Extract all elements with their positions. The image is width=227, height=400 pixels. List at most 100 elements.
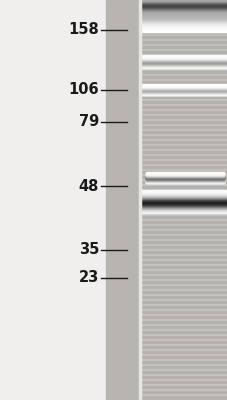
Bar	[141, 249, 227, 255]
Bar	[141, 56, 227, 57]
Bar	[141, 14, 227, 15]
Bar	[141, 20, 227, 22]
Bar	[141, 201, 227, 202]
Text: 106: 106	[68, 82, 99, 98]
Bar	[141, 90, 227, 91]
Bar	[141, 67, 227, 68]
Bar	[141, 91, 227, 92]
Bar	[141, 65, 227, 66]
Bar	[141, 193, 227, 194]
Bar	[141, 86, 227, 87]
Bar	[141, 15, 227, 16]
Bar	[141, 88, 227, 89]
Bar	[141, 94, 227, 100]
Bar	[141, 379, 227, 385]
Bar	[141, 87, 227, 88]
Bar	[145, 174, 223, 175]
Bar	[141, 59, 227, 60]
Bar	[141, 94, 227, 95]
Bar	[141, 129, 227, 135]
Bar	[141, 5, 227, 6]
Bar	[141, 67, 227, 68]
Bar	[141, 284, 227, 290]
Bar	[141, 58, 227, 59]
Bar	[141, 65, 227, 66]
Bar	[141, 8, 227, 10]
Bar	[141, 21, 227, 22]
Bar	[141, 89, 227, 90]
Bar	[145, 180, 223, 181]
Bar	[141, 99, 227, 105]
Bar	[145, 175, 223, 176]
Bar	[141, 19, 227, 20]
Bar	[141, 21, 227, 22]
Bar	[141, 86, 227, 87]
Bar	[141, 26, 227, 28]
Bar	[141, 93, 227, 94]
Bar	[141, 61, 227, 62]
Bar	[145, 172, 223, 173]
Bar	[141, 87, 227, 88]
Bar	[141, 196, 227, 197]
Bar	[141, 9, 227, 10]
Bar	[141, 90, 227, 91]
Bar	[141, 16, 227, 17]
Bar	[141, 18, 227, 19]
Bar	[141, 324, 227, 330]
Bar	[141, 94, 227, 95]
Bar	[141, 194, 227, 196]
Bar	[141, 279, 227, 285]
Bar	[141, 189, 227, 195]
Bar	[141, 92, 227, 93]
Bar	[141, 29, 227, 30]
Bar	[141, 198, 227, 200]
Bar	[145, 181, 223, 182]
Bar	[141, 30, 227, 31]
Bar	[141, 15, 227, 16]
Bar	[141, 89, 227, 90]
Bar	[141, 87, 227, 88]
Bar	[141, 205, 227, 206]
Bar	[141, 205, 227, 206]
Bar	[141, 211, 227, 212]
Bar	[141, 364, 227, 370]
Bar	[141, 14, 227, 15]
Bar	[141, 57, 227, 58]
Bar	[141, 201, 227, 202]
Bar	[141, 3, 227, 4]
Bar	[141, 63, 227, 64]
Bar	[141, 211, 227, 212]
Text: 158: 158	[68, 22, 99, 38]
Text: 48: 48	[79, 178, 99, 194]
Bar	[141, 63, 227, 64]
Bar	[141, 12, 227, 13]
Bar	[141, 61, 227, 62]
Bar	[141, 21, 227, 22]
Bar	[141, 85, 227, 86]
Bar	[141, 374, 227, 380]
Bar	[145, 179, 223, 180]
Bar	[141, 9, 227, 10]
Bar	[141, 190, 227, 191]
Bar	[141, 34, 227, 40]
Bar	[141, 349, 227, 355]
Bar	[141, 212, 227, 213]
Bar	[141, 22, 227, 24]
Bar	[141, 17, 227, 18]
Bar	[141, 79, 227, 85]
Bar	[141, 384, 227, 390]
Bar	[141, 204, 227, 205]
Bar	[141, 5, 227, 6]
Bar	[145, 174, 223, 175]
Bar	[145, 178, 223, 179]
Bar	[141, 92, 227, 93]
Bar	[141, 109, 227, 115]
Bar	[141, 90, 227, 91]
Bar	[141, 149, 227, 155]
Bar	[141, 210, 227, 212]
Bar	[141, 207, 227, 208]
Bar	[141, 84, 227, 85]
Bar	[141, 31, 227, 32]
Bar	[141, 193, 227, 194]
Bar	[145, 180, 223, 181]
